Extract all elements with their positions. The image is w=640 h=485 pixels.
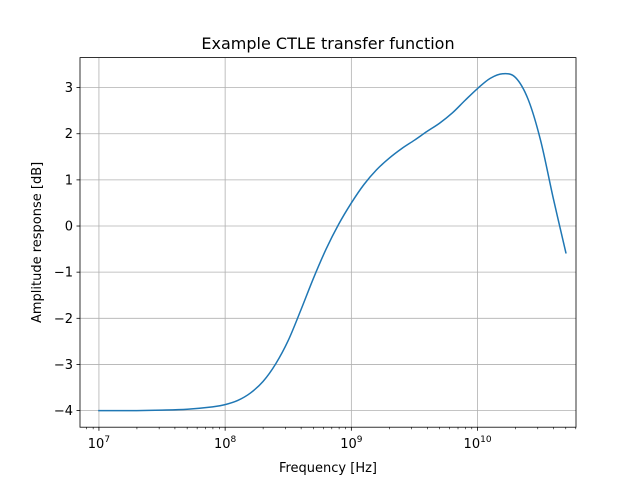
y-tick-label: −2	[54, 312, 73, 327]
series-layer	[98, 72, 567, 412]
y-axis-label: Amplitude response [dB]	[30, 162, 45, 323]
x-tick-label: 108	[214, 435, 237, 452]
plot-area-frame	[79, 57, 577, 428]
y-tick-label: −1	[54, 266, 73, 281]
y-tick-label: 3	[65, 81, 73, 96]
x-tick-label: 1010	[464, 435, 492, 452]
y-tick-label: −3	[54, 358, 73, 373]
y-tick-label: −4	[54, 404, 73, 419]
x-axis-label: Frequency [Hz]	[279, 461, 377, 476]
chart-title: Example CTLE transfer function	[201, 34, 454, 53]
x-tick-label: 107	[88, 435, 110, 452]
y-tick-label: 1	[65, 173, 73, 188]
y-tick-label: 0	[65, 220, 73, 235]
tick-layer: 107 108 109 1010 −4 −3 −2 −1 0 1 2 3	[54, 81, 577, 452]
grid-lines	[80, 57, 576, 428]
x-tick-label: 109	[340, 435, 363, 452]
series-line	[98, 72, 567, 412]
y-tick-label: 2	[65, 127, 73, 142]
